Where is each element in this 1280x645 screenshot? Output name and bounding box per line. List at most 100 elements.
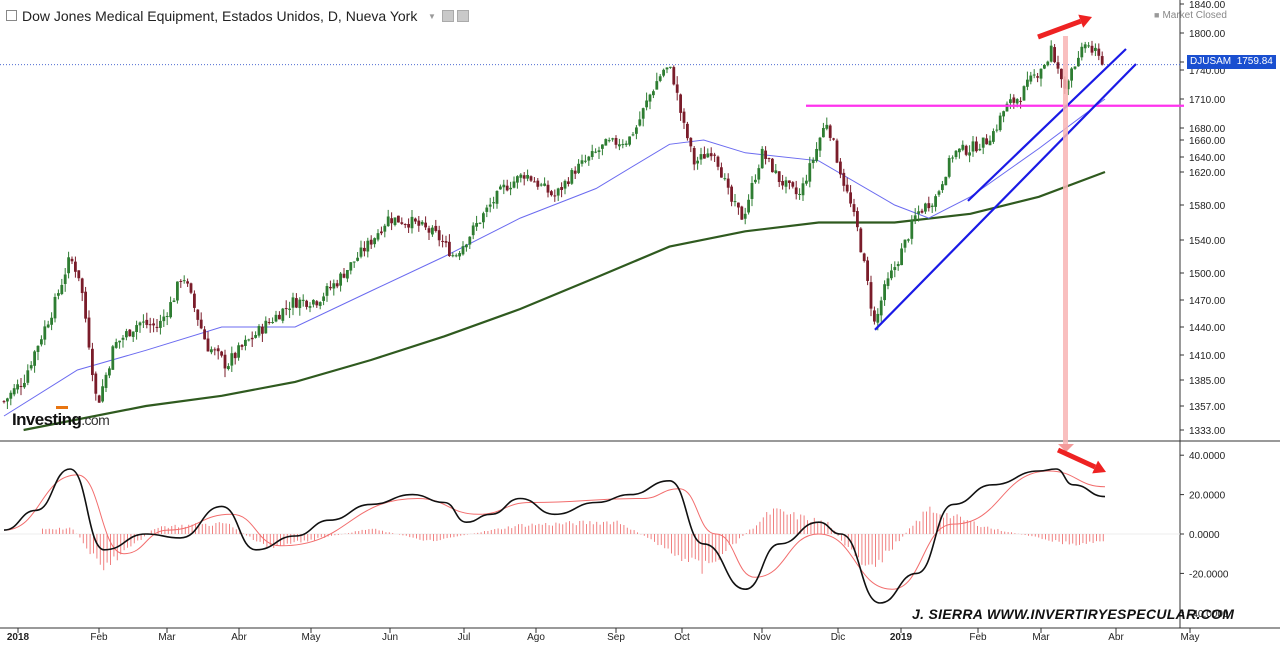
price-tick-label: 1710.00 bbox=[1189, 95, 1226, 106]
divergence-connector bbox=[1063, 36, 1068, 446]
candle-body bbox=[981, 137, 985, 148]
candle-body bbox=[764, 150, 767, 159]
candle-body bbox=[199, 319, 203, 329]
candle-body bbox=[488, 204, 492, 207]
close-icon[interactable] bbox=[457, 10, 469, 22]
candle-body bbox=[1070, 68, 1073, 81]
candle-body bbox=[686, 123, 689, 139]
candle-body bbox=[890, 270, 893, 279]
candle-body bbox=[329, 286, 332, 289]
candle-body bbox=[19, 385, 23, 388]
candle-body bbox=[97, 395, 101, 403]
candle-body bbox=[1066, 80, 1070, 90]
candle-body bbox=[641, 108, 645, 119]
candle-body bbox=[941, 184, 944, 191]
candle-body bbox=[1039, 68, 1043, 79]
candle-body bbox=[1087, 45, 1090, 47]
candle-body bbox=[281, 308, 285, 321]
macd-tick-label: -20.0000 bbox=[1189, 569, 1229, 580]
candle-body bbox=[512, 181, 516, 188]
candle-body bbox=[240, 345, 244, 347]
price-divergence-arrow-shaft bbox=[1037, 18, 1082, 40]
candle-body bbox=[580, 160, 584, 164]
candle-body bbox=[250, 337, 254, 340]
candle-body bbox=[325, 286, 329, 296]
candle-body bbox=[516, 176, 519, 183]
candle-body bbox=[407, 223, 410, 228]
candle-body bbox=[533, 181, 536, 183]
candle-body bbox=[295, 298, 298, 308]
candle-body bbox=[934, 196, 937, 207]
time-tick-label: Jun bbox=[382, 632, 398, 643]
candle-body bbox=[822, 128, 825, 138]
candle-body bbox=[322, 296, 325, 301]
logo-suffix: .com bbox=[81, 412, 110, 428]
candle-body bbox=[400, 222, 404, 224]
candle-body bbox=[182, 280, 186, 282]
collapse-icon[interactable] bbox=[6, 10, 17, 21]
candle-body bbox=[346, 269, 349, 279]
candle-body bbox=[1022, 86, 1026, 101]
candle-body bbox=[774, 170, 778, 173]
candle-body bbox=[359, 247, 363, 257]
candle-body bbox=[917, 211, 920, 214]
macd-divergence-arrow-shaft bbox=[1056, 447, 1097, 470]
candle-body bbox=[386, 216, 390, 227]
candle-body bbox=[682, 111, 686, 123]
candle-body bbox=[1009, 99, 1012, 104]
price-tick-label: 1333.00 bbox=[1189, 426, 1226, 437]
candle-body bbox=[618, 144, 621, 147]
candle-body bbox=[193, 293, 196, 308]
candle-body bbox=[301, 299, 305, 301]
candle-body bbox=[876, 313, 880, 323]
candle-body bbox=[760, 148, 764, 169]
candle-body bbox=[159, 320, 162, 328]
candle-body bbox=[26, 370, 30, 383]
price-tick-label: 1680.00 bbox=[1189, 124, 1226, 135]
candle-body bbox=[509, 187, 512, 190]
candle-body bbox=[754, 179, 757, 183]
candle-body bbox=[373, 238, 376, 245]
candle-body bbox=[1043, 64, 1046, 69]
investing-logo: Investing.com bbox=[12, 406, 110, 430]
candle-body bbox=[298, 299, 302, 309]
candle-body bbox=[975, 141, 978, 152]
candle-body bbox=[801, 183, 805, 196]
candle-body bbox=[152, 323, 155, 326]
candle-body bbox=[913, 215, 917, 220]
candle-body bbox=[954, 150, 958, 158]
candle-body bbox=[777, 171, 781, 182]
candle-body bbox=[427, 228, 431, 233]
settings-icon[interactable] bbox=[442, 10, 454, 22]
candle-body bbox=[869, 282, 873, 309]
candle-body bbox=[893, 267, 897, 271]
candle-body bbox=[454, 255, 458, 257]
price-tick-label: 1385.00 bbox=[1189, 376, 1226, 387]
chevron-down-icon[interactable]: ▼ bbox=[428, 12, 436, 21]
candle-body bbox=[478, 222, 482, 224]
upper-trendline bbox=[967, 48, 1127, 202]
candle-body bbox=[1090, 45, 1094, 53]
time-tick-label: Sep bbox=[607, 632, 625, 643]
candle-body bbox=[420, 221, 424, 225]
candle-body bbox=[679, 94, 682, 113]
candle-body bbox=[1026, 79, 1029, 87]
candle-body bbox=[1002, 111, 1005, 117]
candle-body bbox=[80, 278, 84, 294]
candle-body bbox=[138, 322, 142, 326]
candle-body bbox=[563, 180, 567, 189]
candle-body bbox=[709, 153, 713, 157]
candle-body bbox=[886, 278, 890, 286]
candle-body bbox=[927, 203, 931, 209]
author-credit: J. SIERRA WWW.INVERTIRYESPECULAR.COM bbox=[912, 606, 1235, 622]
candle-body bbox=[444, 241, 448, 243]
candle-body bbox=[1077, 57, 1080, 67]
candle-body bbox=[67, 257, 70, 274]
candle-body bbox=[40, 339, 43, 345]
candle-body bbox=[305, 300, 308, 307]
candle-body bbox=[815, 148, 818, 161]
candle-body bbox=[971, 141, 975, 152]
candle-body bbox=[108, 368, 111, 376]
candle-body bbox=[271, 322, 274, 324]
candle-body bbox=[172, 300, 176, 302]
